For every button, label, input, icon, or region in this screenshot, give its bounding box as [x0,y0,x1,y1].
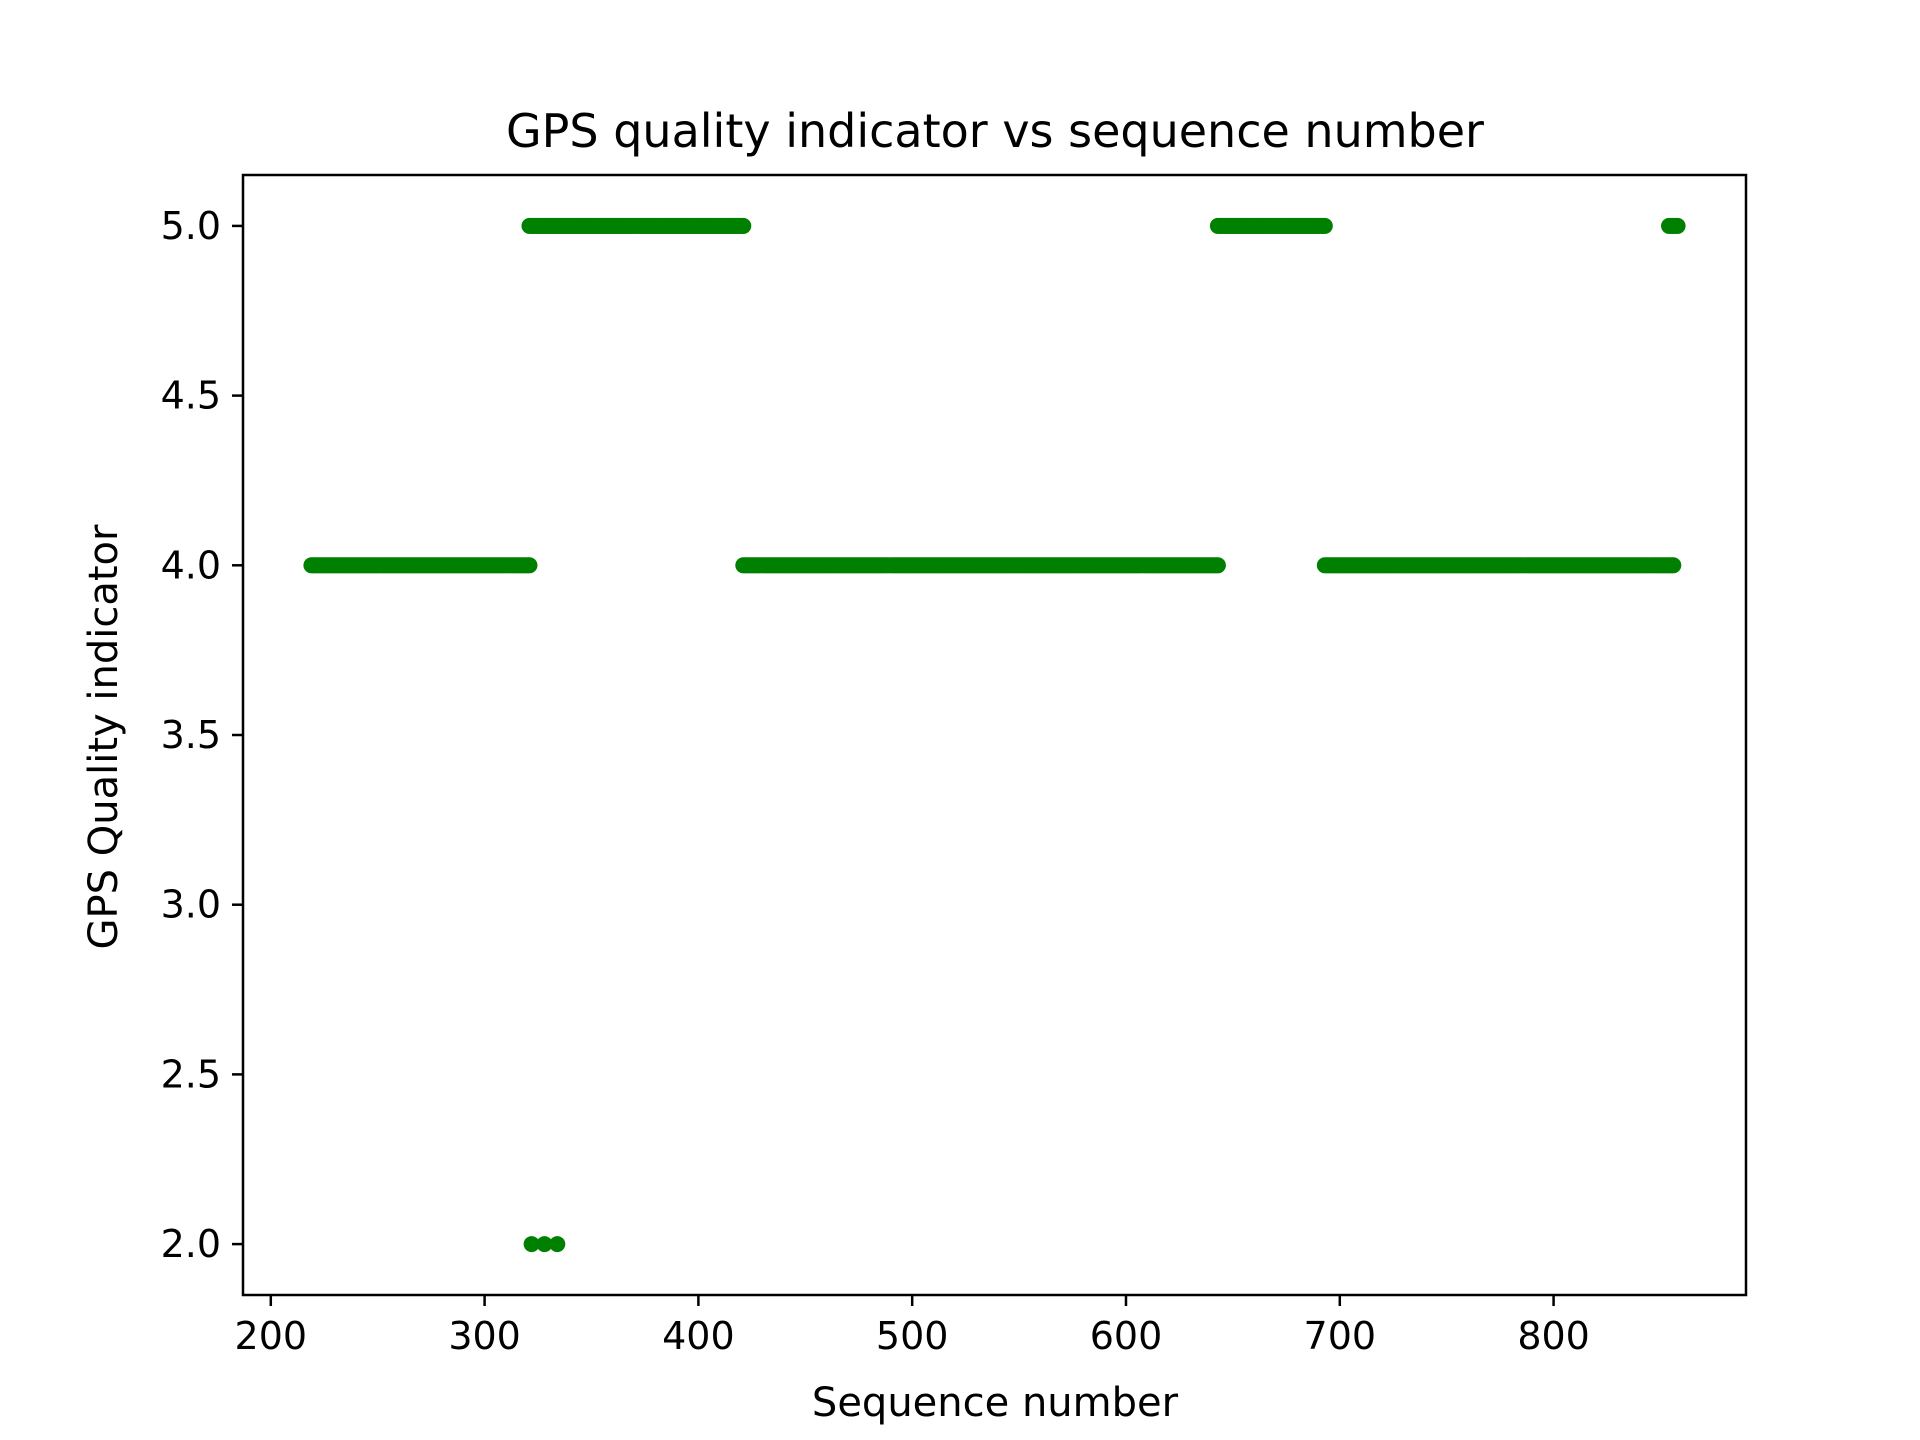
data-point [549,1236,566,1253]
data-point [523,1236,540,1253]
data-point [1665,557,1682,574]
y-tick-label: 4.5 [161,374,221,418]
data-point [1316,217,1333,234]
y-ticks: 2.0 2.5 3.0 3.5 4.0 4.5 5.0 [161,204,243,1266]
data-point [521,557,538,574]
x-ticks: 200 300 400 500 600 700 800 [235,1295,1590,1358]
data-point [1669,217,1686,234]
x-tick-label: 600 [1090,1314,1163,1358]
x-tick-label: 200 [235,1314,308,1358]
x-tick-label: 700 [1304,1314,1377,1358]
data-point [1209,557,1226,574]
x-tick-label: 500 [876,1314,949,1358]
y-tick-label: 2.0 [161,1222,221,1266]
chart-title: GPS quality indicator vs sequence number [506,104,1484,158]
x-tick-label: 300 [448,1314,521,1358]
x-tick-label: 800 [1517,1314,1590,1358]
plot-frame [241,173,1748,1297]
data-point [735,217,752,234]
y-tick-label: 3.0 [161,883,221,927]
x-tick-label: 400 [662,1314,735,1358]
y-tick-label: 4.0 [161,543,221,587]
y-tick-label: 2.5 [161,1052,221,1096]
y-axis-label: GPS Quality indicator [81,524,127,949]
data-point [536,1236,553,1253]
data-points [303,217,1686,1253]
y-tick-label: 3.5 [161,713,221,757]
y-tick-label: 5.0 [161,204,221,248]
x-axis-label: Sequence number [812,1380,1179,1426]
